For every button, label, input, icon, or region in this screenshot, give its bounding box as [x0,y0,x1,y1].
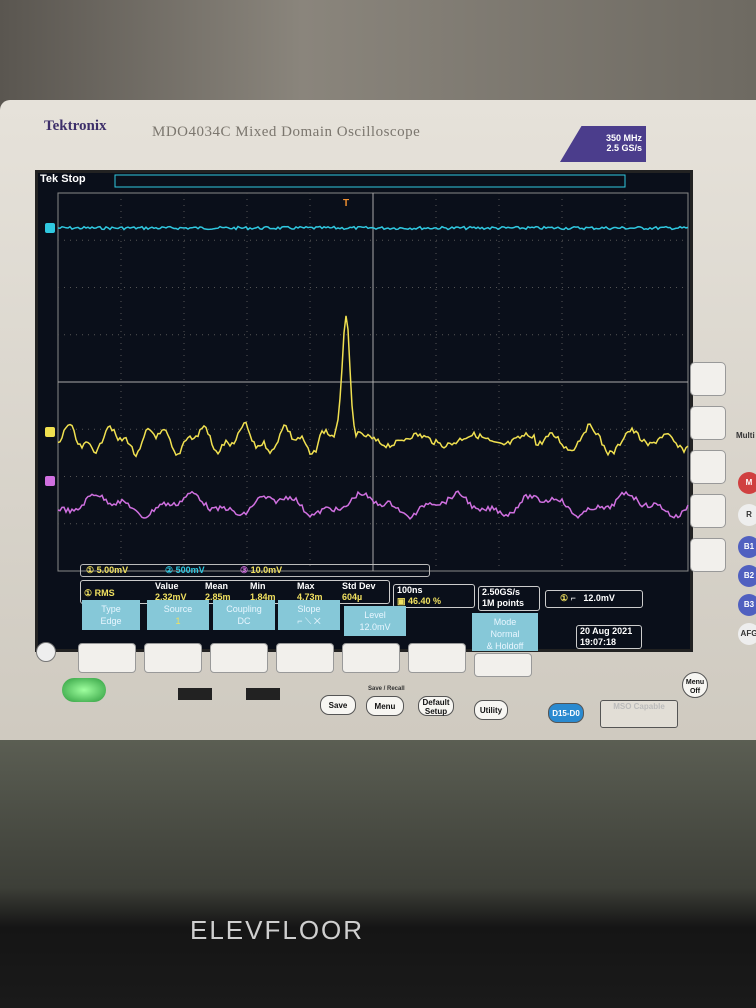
measurement-value: 2.85m [205,592,231,602]
side-key-1[interactable] [690,362,726,396]
print-button[interactable] [36,642,56,662]
shelf [0,740,756,1008]
ch3-scale: ③ 10.0mV [240,565,283,575]
background-wall [0,0,756,110]
menu-coupling[interactable]: Coupling DC [213,600,275,630]
timebase-scale: 100ns [397,585,423,595]
shelf-label: ELEVFLOOR [190,915,365,945]
measurement-type: ① RMS [84,588,115,598]
side-key-3[interactable] [690,450,726,484]
channel-scale-bar [80,564,430,577]
measurement-value: 4.73m [297,592,323,602]
softkey-7[interactable] [474,653,532,677]
softkey-2[interactable] [144,643,202,673]
power-button[interactable] [62,678,106,702]
channel-marker-2[interactable] [45,223,55,233]
side-key-4[interactable] [690,494,726,528]
softkey-4[interactable] [276,643,334,673]
mso-capable-panel: MSO Capable [600,700,678,728]
usb-port-2 [246,688,280,700]
channel-marker-1[interactable] [45,427,55,437]
utility-button[interactable]: Utility [474,700,508,720]
side-key-5[interactable] [690,538,726,572]
measurement-value: 1.84m [250,592,276,602]
datetime [576,625,642,649]
bus-b2-button[interactable]: B2 [738,565,756,587]
waveform-display: T [45,174,689,572]
math-button[interactable]: M [738,472,756,494]
trigger-readout-text: ① ⌐ 12.0mV [560,593,615,603]
measurement-header: Max [297,581,315,591]
save-recall-label: Save / Recall [368,686,405,692]
trigger-readout [545,590,643,608]
menu-type[interactable]: Type Edge [82,600,140,630]
save-menu-button[interactable]: Menu [366,696,404,716]
time: 19:07:18 [580,637,617,647]
side-key-2[interactable] [690,406,726,440]
trigger-position-marker: T [343,198,349,209]
ref-button[interactable]: R [738,504,756,526]
menu-mode[interactable]: Mode Normal & Holdoff [472,613,538,651]
measurement-value: 2.32mV [155,592,187,602]
save-button[interactable]: Save [320,695,356,715]
ch2-scale: ② 500mV [165,565,205,575]
menu-level[interactable]: Level 12.0mV [344,606,406,636]
date: 20 Aug 2021 [580,626,633,636]
bus-b1-button[interactable]: B1 [738,536,756,558]
sample-rate: 2.50GS/s [482,587,521,597]
measurement-header: Std Dev [342,581,376,591]
trigger-position: ▣ 46.40 % [397,596,442,606]
softkey-1[interactable] [78,643,136,673]
digital-channels-button[interactable]: D15-D0 [548,703,584,723]
acquisition-status: Tek Stop [40,173,86,185]
menu-slope[interactable]: Slope ⌐ ⟍ ✕ [278,600,340,630]
softkey-3[interactable] [210,643,268,673]
afg-button[interactable]: AFG [738,623,756,645]
measurement-header: Value [155,581,179,591]
ch1-waveform [57,315,689,458]
acquisition-panel [478,586,540,611]
record-view-bar [114,174,626,188]
ch3-waveform [57,490,689,521]
menu-source[interactable]: Source 1 [147,600,209,630]
model-label: MDO4034C Mixed Domain Oscilloscope [152,124,421,140]
measurement-header: Min [250,581,266,591]
measurement-header: Mean [205,581,229,591]
bus-b3-button[interactable]: B3 [738,594,756,616]
usb-port-1 [178,688,212,700]
multi-label: Multi [736,431,755,440]
softkey-5[interactable] [342,643,400,673]
channel-marker-3[interactable] [45,476,55,486]
timebase-panel [393,584,475,608]
softkey-6[interactable] [408,643,466,673]
record-length: 1M points [482,598,524,608]
brand-logo: Tektronix [44,118,107,134]
measurement-value: 604µ [342,592,363,602]
slope-icons: ⌐ ⟍ ✕ [297,616,321,626]
default-setup-button[interactable]: Default Setup [418,696,454,716]
menu-off-button[interactable]: Menu Off [682,672,708,698]
ch1-scale: ① 5.00mV [86,565,129,575]
ch2-waveform [57,225,689,231]
